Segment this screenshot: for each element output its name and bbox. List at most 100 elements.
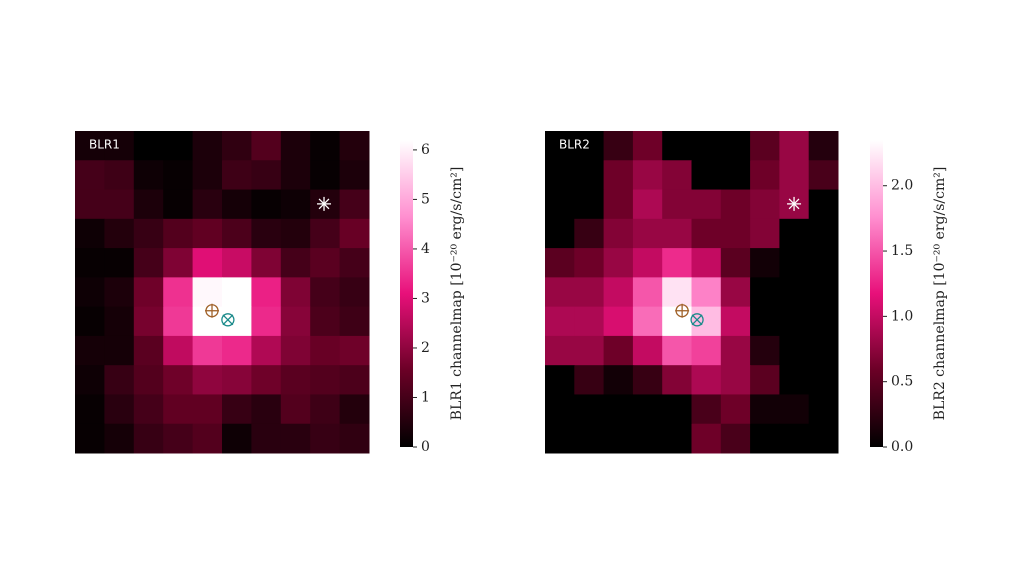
- heatmap-cell: [310, 394, 341, 425]
- heatmap-cell: [104, 306, 135, 337]
- heatmap-cell: [662, 365, 692, 395]
- heatmap-cell: [310, 335, 341, 366]
- heatmap-cell: [192, 248, 223, 278]
- heatmap-cell: [75, 131, 105, 161]
- heatmap-cell: [808, 335, 839, 366]
- heatmap-cell: [251, 423, 282, 454]
- heatmap-cell: [163, 306, 194, 337]
- heatmap-cell: [603, 248, 634, 278]
- heatmap-cell: [691, 160, 722, 191]
- heatmap-cell: [574, 189, 605, 220]
- heatmap-cell: [133, 365, 164, 395]
- heatmap-cell: [163, 248, 194, 278]
- heatmap-cell: [133, 160, 164, 191]
- heatmap-cell: [163, 423, 194, 454]
- heatmap-cell: [779, 306, 810, 337]
- heatmap-cell: [251, 189, 282, 220]
- colorbar-tick-label: 5: [421, 191, 430, 207]
- heatmap-cell: [632, 365, 663, 395]
- heatmap-cell: [662, 160, 692, 191]
- heatmap-cell: [720, 306, 751, 337]
- colorbar-tick-label: 0: [421, 439, 430, 455]
- heatmap-cell: [163, 131, 194, 161]
- heatmap-cell: [545, 423, 575, 454]
- heatmap-cell: [75, 218, 105, 249]
- heatmap-cell: [75, 277, 105, 308]
- heatmap-cell: [310, 277, 341, 308]
- heatmap-cell: [574, 306, 605, 337]
- marker: [675, 303, 690, 318]
- heatmap-cell: [339, 306, 370, 337]
- heatmap-cell: [339, 189, 370, 220]
- heatmap-cell: [779, 248, 810, 278]
- heatmap-cell: [545, 218, 575, 249]
- heatmap-cell: [574, 218, 605, 249]
- heatmap-cell: [662, 189, 692, 220]
- heatmap-cell: [163, 218, 194, 249]
- heatmap-cell: [691, 394, 722, 425]
- heatmap-cell: [574, 394, 605, 425]
- heatmap-cell: [104, 131, 135, 161]
- heatmap-cell: [339, 248, 370, 278]
- heatmap-cell: [222, 160, 252, 191]
- heatmap-cell: [339, 160, 370, 191]
- heatmap-cell: [720, 335, 751, 366]
- heatmap-cell: [808, 248, 839, 278]
- heatmap-cell: [750, 394, 780, 425]
- heatmap-cell: [163, 277, 194, 308]
- heatmap-cell: [779, 218, 810, 249]
- heatmap-cell: [163, 189, 194, 220]
- heatmap-cell: [192, 423, 223, 454]
- heatmap-cell: [104, 248, 135, 278]
- heatmap-cell: [222, 131, 252, 161]
- heatmap-cell: [632, 248, 663, 278]
- heatmap-cell: [603, 335, 634, 366]
- heatmap-cell: [574, 365, 605, 395]
- heatmap-cell: [133, 423, 164, 454]
- heatmap-cell: [691, 131, 722, 161]
- colorbar-tick-label: 2: [421, 340, 430, 356]
- heatmap-cell: [192, 189, 223, 220]
- colorbar: [870, 140, 883, 447]
- heatmap-cell: [280, 335, 311, 366]
- heatmap-cell: [603, 423, 634, 454]
- heatmap-cell: [632, 218, 663, 249]
- heatmap-cell: [251, 218, 282, 249]
- heatmap-cell: [603, 131, 634, 161]
- heatmap-cell: [251, 335, 282, 366]
- heatmap-cell: [720, 423, 751, 454]
- heatmap-cell: [662, 394, 692, 425]
- heatmap-cell: [222, 248, 252, 278]
- heatmap-cell: [750, 335, 780, 366]
- heatmap-cell: [192, 131, 223, 161]
- heatmap-cell: [222, 218, 252, 249]
- heatmap-cell: [222, 394, 252, 425]
- heatmap-cell: [691, 248, 722, 278]
- heatmap-cell: [133, 394, 164, 425]
- heatmap-cell: [691, 189, 722, 220]
- heatmap-cell: [720, 189, 751, 220]
- heatmap-cell: [574, 335, 605, 366]
- heatmap-cell: [251, 306, 282, 337]
- heatmap-cell: [133, 335, 164, 366]
- marker: [221, 313, 235, 327]
- heatmap-cell: [779, 277, 810, 308]
- heatmap-cell: [75, 248, 105, 278]
- heatmap-cell: [662, 423, 692, 454]
- heatmap-cell: [133, 218, 164, 249]
- marker: [690, 313, 704, 327]
- heatmap-cell: [133, 248, 164, 278]
- heatmap-cell: [574, 131, 605, 161]
- heatmap-cell: [720, 248, 751, 278]
- heatmap-cell: [808, 131, 839, 161]
- heatmap-cell: [632, 277, 663, 308]
- heatmap-cell: [104, 335, 135, 366]
- heatmap-cell: [75, 394, 105, 425]
- colorbar-tick-label: 0.0: [891, 439, 913, 455]
- heatmap-cell: [632, 394, 663, 425]
- heatmap-cell: [280, 365, 311, 395]
- heatmap-cell: [545, 131, 575, 161]
- heatmap-cell: [779, 131, 810, 161]
- heatmap-cell: [545, 160, 575, 191]
- heatmap-cell: [280, 131, 311, 161]
